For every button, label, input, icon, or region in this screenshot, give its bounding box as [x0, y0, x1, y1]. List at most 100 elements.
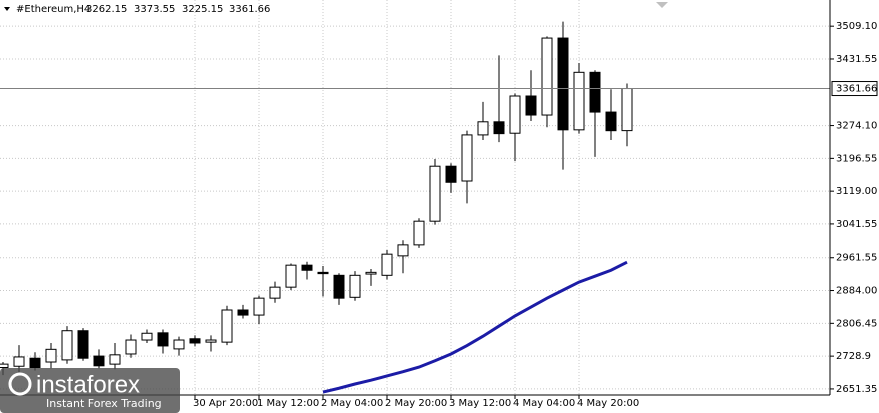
candle: [93, 349, 105, 369]
watermark-icon: [8, 372, 32, 396]
candle-body: [285, 264, 297, 288]
candle: [413, 218, 425, 248]
candle-body: [509, 95, 521, 134]
x-tick-label: 2 May 20:00: [385, 398, 447, 409]
candle-body: [93, 355, 105, 367]
y-tick-label: 2806.45: [836, 318, 877, 329]
candle: [253, 295, 265, 324]
candle-body: [13, 356, 25, 367]
y-tick-label: 3431.55: [836, 54, 877, 65]
candle-body: [29, 357, 41, 369]
candle-body: [541, 37, 553, 116]
candle-body: [301, 264, 313, 271]
symbol-title: #Ethereum,H4: [16, 4, 90, 15]
candle-body: [413, 220, 425, 246]
watermark: instaforex Instant Forex Trading: [0, 368, 180, 413]
candle-body: [573, 71, 585, 131]
y-tick-label: 2651.35: [836, 384, 877, 395]
candle: [381, 249, 393, 280]
candle-body: [493, 121, 505, 135]
y-tick-label: 3509.10: [836, 21, 877, 32]
candle-body: [397, 244, 409, 257]
candle-body: [109, 354, 121, 365]
candle-body: [189, 338, 201, 344]
candle: [461, 130, 473, 204]
x-tick-label: 30 Apr 20:00: [193, 398, 258, 409]
shift-marker: [656, 2, 668, 8]
y-tick-label: 3274.10: [836, 121, 877, 132]
header-close: 3361.66: [229, 4, 270, 15]
candle: [397, 240, 409, 274]
current-price-box: [831, 81, 878, 97]
candle-body: [333, 274, 345, 299]
candle: [317, 266, 329, 297]
y-tick-label: 2728.9: [836, 351, 871, 362]
candle-body: [205, 339, 217, 343]
candle: [29, 352, 41, 371]
candle-body: [237, 309, 249, 316]
y-tick-label: 3119.00: [836, 186, 877, 197]
candle: [141, 329, 153, 343]
candle: [477, 101, 489, 140]
candle: [45, 342, 57, 369]
candle-body: [477, 121, 489, 136]
candle-body: [157, 332, 169, 347]
candle: [189, 335, 201, 347]
candle: [301, 261, 313, 280]
candle-body: [349, 274, 361, 298]
candle-body: [605, 111, 617, 132]
candle: [205, 335, 217, 352]
candle-body: [557, 37, 569, 131]
candle: [509, 93, 521, 162]
candle-body: [221, 309, 233, 343]
candle-body: [77, 330, 89, 359]
candle-body: [141, 332, 153, 341]
candle: [157, 329, 169, 354]
y-tick-label: 3196.55: [836, 153, 877, 164]
candle: [109, 342, 121, 370]
y-tick-label: 2961.55: [836, 253, 877, 264]
candle: [13, 345, 25, 373]
candle: [77, 328, 89, 361]
candle: [269, 281, 281, 303]
candle: [125, 334, 137, 358]
candle-body: [621, 88, 633, 132]
candle: [573, 63, 585, 134]
candle: [429, 159, 441, 225]
header-low: 3225.15: [182, 4, 223, 15]
candle: [237, 304, 249, 319]
current-price-label: 3361.66: [836, 84, 877, 95]
candle-body: [317, 271, 329, 275]
x-tick-label: 3 May 12:00: [449, 398, 511, 409]
candle-body: [525, 95, 537, 116]
candle: [221, 305, 233, 346]
y-tick-label: 3041.55: [836, 219, 877, 230]
plot: [0, 21, 830, 394]
candle-body: [445, 165, 457, 183]
header-high: 3373.55: [134, 4, 175, 15]
moving-average: [322, 260, 628, 394]
candle: [333, 273, 345, 305]
candle: [541, 36, 553, 128]
watermark-box: [0, 368, 180, 413]
candle-body: [365, 271, 377, 275]
candle-body: [173, 339, 185, 350]
candle-body: [429, 165, 441, 222]
candle-body: [269, 286, 281, 299]
candle: [525, 70, 537, 121]
candle: [493, 55, 505, 143]
x-tick-label: 1 May 12:00: [257, 398, 319, 409]
candle: [285, 263, 297, 291]
header: #Ethereum,H4 3262.15 3373.55 3225.15 336…: [16, 4, 270, 15]
candle: [605, 89, 617, 140]
candle-body: [381, 253, 393, 276]
candle: [445, 163, 457, 193]
candle: [173, 336, 185, 356]
axes: 2651.35 2728.9 2806.45 2884.00 2961.55 3041.5…: [193, 21, 878, 409]
header-open: 3262.15: [86, 4, 127, 15]
candle-body: [45, 348, 57, 363]
watermark-slogan: Instant Forex Trading: [46, 397, 162, 410]
candle: [349, 271, 361, 301]
candle-body: [253, 297, 265, 316]
